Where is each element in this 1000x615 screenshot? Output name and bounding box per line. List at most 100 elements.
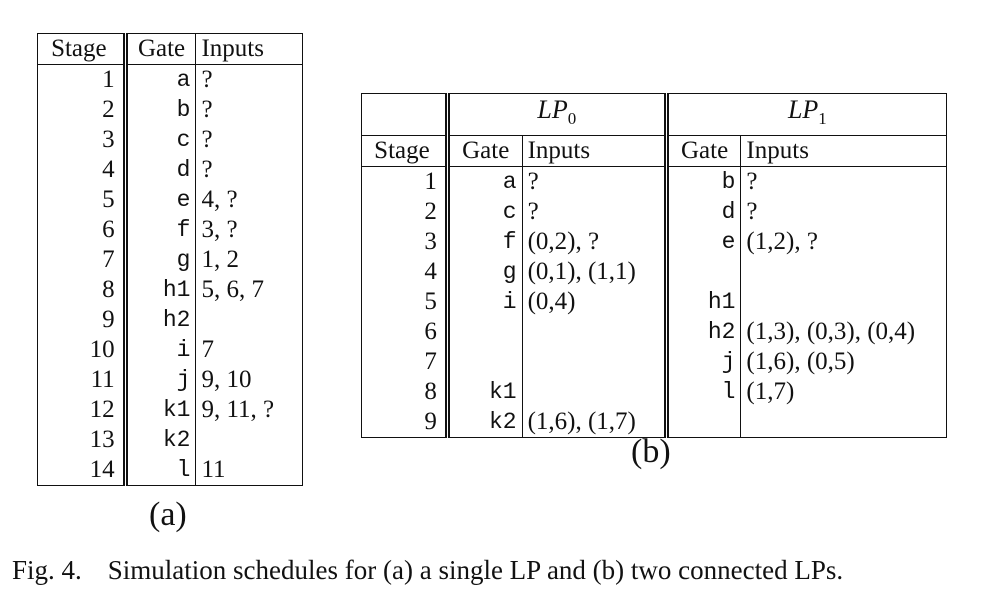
table-row: 9 k2 (1,6), (1,7) bbox=[361, 407, 947, 438]
gate-cell: b bbox=[125, 95, 197, 125]
table-row: 5 i (0,4) h1 bbox=[361, 287, 947, 318]
inputs-lp1-cell: (1,2), ? bbox=[746, 228, 818, 256]
table-row: 3 c? bbox=[37, 125, 303, 155]
stage-cell: 3 bbox=[361, 227, 450, 258]
gate-lp1-cell: e bbox=[666, 227, 742, 258]
gate-lp0-cell: k2 bbox=[447, 407, 523, 438]
table-b-header-row: Stage Gate Inputs Gate Inputs bbox=[361, 135, 947, 168]
header-gate-lp0: Gate bbox=[447, 135, 523, 168]
table-row: 1 a? bbox=[37, 64, 303, 95]
gate-lp1-cell: h1 bbox=[666, 287, 742, 318]
table-row: 6 f 3, ? bbox=[37, 215, 303, 245]
stage-cell: 1 bbox=[361, 166, 450, 198]
header-stage: Stage bbox=[361, 135, 450, 168]
stage-cell: 13 bbox=[37, 425, 128, 455]
table-row: 7 g 1, 2 bbox=[37, 245, 303, 275]
inputs-lp0-cell: ? bbox=[522, 197, 669, 228]
inputs-lp1-cell: ? bbox=[746, 198, 758, 226]
gate-cell: k2 bbox=[125, 425, 197, 455]
table-row: 9 h2 bbox=[37, 305, 303, 335]
stage-cell: 9 bbox=[361, 407, 450, 438]
header-blank bbox=[361, 93, 450, 137]
inputs-lp0-cell: (0,2), ? bbox=[522, 227, 669, 258]
gate-cell: f bbox=[125, 215, 197, 245]
gate-lp0-cell bbox=[447, 317, 523, 348]
stage-cell: 4 bbox=[361, 257, 450, 288]
caption-text: Simulation schedules for (a) a single LP… bbox=[107, 555, 844, 585]
inputs-lp1-cell bbox=[741, 257, 947, 287]
gate-lp0-cell: k1 bbox=[447, 377, 523, 408]
stage-cell: 4 bbox=[37, 155, 128, 185]
header-gate-lp1: Gate bbox=[666, 135, 742, 168]
gate-cell: l bbox=[125, 455, 197, 486]
figure-number: Fig. 4. bbox=[12, 555, 82, 585]
inputs-lp0-cell: (0,4) bbox=[522, 287, 669, 318]
stage-cell: 7 bbox=[37, 245, 128, 275]
stage-cell: 2 bbox=[37, 95, 128, 125]
gate-cell: c bbox=[125, 125, 197, 155]
stage-cell: 5 bbox=[361, 287, 450, 318]
schedule-table-a: Stage Gate Inputs 1 a? 2 b? 3 c? 4 d? 5 e 4, ? 6 f 3,… bbox=[37, 33, 303, 486]
header-gate: Gate bbox=[125, 33, 197, 65]
gate-lp0-cell: g bbox=[447, 257, 523, 288]
inputs-cell: 5, 6, 7 bbox=[201, 276, 264, 303]
inputs-cell: ? bbox=[201, 96, 213, 123]
inputs-lp1-cell: (1,7) bbox=[746, 378, 795, 406]
table-a-header-row: Stage Gate Inputs bbox=[37, 33, 303, 65]
inputs-lp1-cell: (1,6), (0,5) bbox=[746, 348, 855, 376]
table-row: 1 a? b? bbox=[361, 166, 947, 198]
gate-lp1-cell bbox=[666, 257, 742, 288]
inputs-cell: 4, ? bbox=[201, 186, 238, 213]
table-row: 5 e 4, ? bbox=[37, 185, 303, 215]
inputs-lp0-cell: (1,6), (1,7) bbox=[522, 407, 669, 438]
inputs-lp0-cell: (0,1), (1,1) bbox=[522, 257, 669, 288]
gate-lp0-cell: a bbox=[447, 166, 523, 198]
stage-cell: 6 bbox=[37, 215, 128, 245]
table-row: 4 d? bbox=[37, 155, 303, 185]
gate-lp0-cell bbox=[447, 347, 523, 378]
stage-cell: 8 bbox=[361, 377, 450, 408]
table-row: 2 c? d? bbox=[361, 197, 947, 228]
table-row: 11 j 9, 10 bbox=[37, 365, 303, 395]
gate-lp1-cell: l bbox=[666, 377, 742, 408]
gate-cell: d bbox=[125, 155, 197, 185]
header-inputs-lp1: Inputs bbox=[740, 135, 947, 168]
table-row: 7 j (1,6), (0,5) bbox=[361, 347, 947, 378]
gate-lp1-cell: d bbox=[666, 197, 742, 228]
table-row: 6 h2 (1,3), (0,3), (0,4) bbox=[361, 317, 947, 348]
gate-lp1-cell: j bbox=[666, 347, 742, 378]
gate-lp1-cell: b bbox=[666, 166, 742, 198]
gate-lp0-cell: i bbox=[447, 287, 523, 318]
table-row: 4 g (0,1), (1,1) bbox=[361, 257, 947, 288]
inputs-cell: 1, 2 bbox=[201, 246, 239, 273]
stage-cell: 10 bbox=[37, 335, 128, 365]
inputs-lp1-cell bbox=[741, 407, 947, 438]
stage-cell: 3 bbox=[37, 125, 128, 155]
table-row: 2 b? bbox=[37, 95, 303, 125]
stage-cell: 8 bbox=[37, 275, 128, 305]
table-row: 8 k1 l (1,7) bbox=[361, 377, 947, 408]
header-stage: Stage bbox=[37, 33, 128, 65]
gate-lp1-cell: h2 bbox=[666, 317, 742, 348]
header-lp0: LP0 bbox=[447, 93, 669, 137]
inputs-cell: 9, 11, ? bbox=[201, 396, 275, 423]
table-row: 10 i 7 bbox=[37, 335, 303, 365]
stage-cell: 9 bbox=[37, 305, 128, 335]
figure-caption: Fig. 4. Simulation schedules for (a) a si… bbox=[12, 553, 843, 587]
stage-cell: 5 bbox=[37, 185, 128, 215]
stage-cell: 2 bbox=[361, 197, 450, 228]
gate-cell: j bbox=[125, 365, 197, 395]
gate-cell: h1 bbox=[125, 275, 197, 305]
inputs-lp1-cell: ? bbox=[746, 168, 758, 196]
gate-lp1-cell bbox=[666, 407, 742, 438]
header-inputs-lp0: Inputs bbox=[522, 135, 669, 168]
table-row: 12 k1 9, 11, ? bbox=[37, 395, 303, 425]
inputs-cell bbox=[196, 305, 303, 335]
inputs-lp0-cell bbox=[522, 347, 669, 378]
inputs-lp1-cell: (1,3), (0,3), (0,4) bbox=[746, 318, 916, 346]
header-inputs: Inputs bbox=[195, 33, 303, 65]
gate-cell: h2 bbox=[125, 305, 197, 335]
stage-cell: 1 bbox=[37, 64, 128, 95]
gate-lp0-cell: f bbox=[447, 227, 523, 258]
inputs-cell: 11 bbox=[201, 456, 226, 483]
